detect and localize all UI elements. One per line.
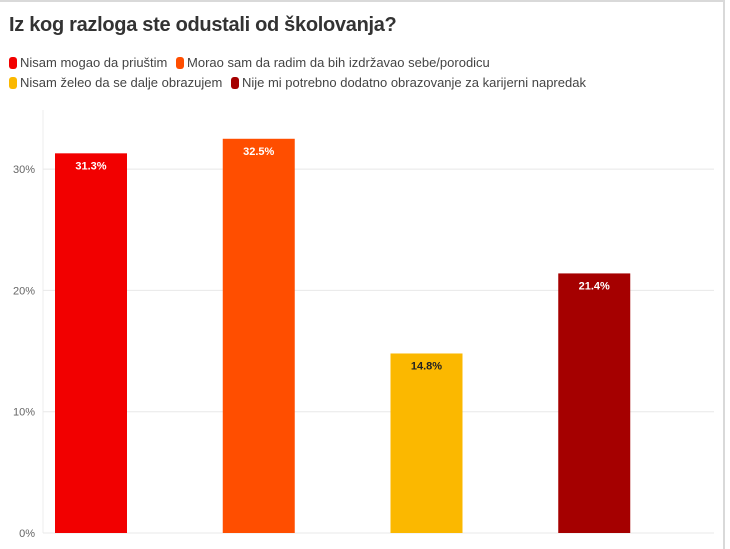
legend-swatch [9,77,17,89]
legend-label: Nisam želeo da se dalje obrazujem [20,75,223,90]
legend-label: Morao sam da radim da bih izdržavao sebe… [187,55,490,70]
chart-title: Iz kog razloga ste odustali od školovanj… [9,14,397,36]
y-tick-label: 30% [13,164,35,176]
legend-swatch [176,57,185,69]
data-label: 14.8% [411,360,442,372]
y-tick-label: 10% [13,407,35,419]
legend-swatch [230,77,239,89]
y-tick-label: 20% [13,285,35,297]
legend-item[interactable]: Morao sam da radim da bih izdržavao sebe… [176,54,490,72]
bar [222,138,295,533]
bar [558,273,631,533]
data-label: 32.5% [243,146,274,158]
legend-item[interactable]: Nisam želeo da se dalje obrazujem [9,74,222,92]
bar [55,153,127,533]
legend-swatch [9,57,17,69]
legend-label: Nisam mogao da priuštim [20,55,168,70]
data-label: 21.4% [579,280,610,292]
y-tick-label: 0% [19,528,35,540]
bar [390,353,463,533]
legend-label: Nije mi potrebno dodatno obrazovanje za … [241,75,586,90]
data-label: 31.3% [75,160,106,172]
legend: Nisam mogao da priuštim Morao sam da rad… [9,54,709,94]
legend-item[interactable]: Nisam mogao da priuštim [9,54,167,72]
legend-item[interactable]: Nije mi potrebno dodatno obrazovanje za … [230,74,586,92]
